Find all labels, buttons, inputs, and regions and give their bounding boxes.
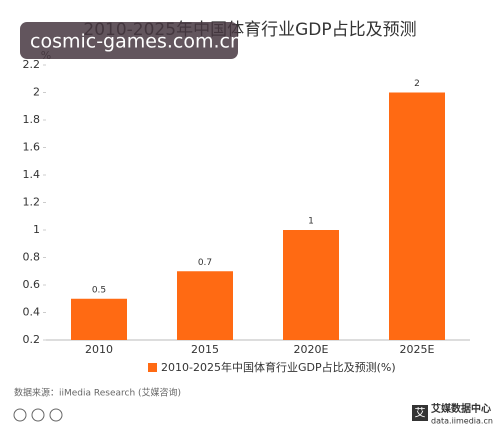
logo-text: 艾媒数据中心 <box>431 402 491 415</box>
watermark: cosmic-games.com.cn <box>30 31 242 53</box>
bar <box>71 298 127 340</box>
x-tick-label: 2010 <box>85 343 113 356</box>
y-tick-label: 2 <box>33 86 40 99</box>
legend-label: 2010-2025年中国体育行业GDP占比及预测(%) <box>161 360 396 374</box>
legend-swatch <box>148 363 157 372</box>
watermark-box <box>20 22 238 59</box>
logo-box <box>412 405 428 421</box>
y-tick-label: 1.8 <box>23 113 41 126</box>
data-label: 0.7 <box>198 258 212 268</box>
x-tick-label: 2020E <box>294 343 329 356</box>
bar <box>283 230 339 340</box>
y-tick-label: 1 <box>33 223 40 236</box>
y-tick-label: 1.2 <box>23 196 41 209</box>
y-tick-label: 0.4 <box>23 306 41 319</box>
bar <box>389 92 445 340</box>
logo-mark: 艾 <box>415 406 426 419</box>
x-tick-label: 2015 <box>191 343 219 356</box>
data-label: 2 <box>414 79 420 89</box>
y-tick-label: 0.6 <box>23 278 41 291</box>
y-tick-label: 2.2 <box>23 58 41 71</box>
data-label: 1 <box>308 217 314 227</box>
source: 数据来源：iiMedia Research (艾媒咨询) <box>14 387 181 399</box>
y-tick-label: 0.2 <box>23 333 41 346</box>
license-icons <box>13 408 63 422</box>
x-tick-label: 2025E <box>400 343 435 356</box>
bar <box>177 271 233 340</box>
data-label: 0.5 <box>92 285 106 295</box>
y-tick-label: 1.6 <box>23 141 41 154</box>
y-tick-label: 0.8 <box>23 251 41 264</box>
y-tick-label: 1.4 <box>23 168 41 181</box>
logo-url: data.iimedia.cn <box>431 417 493 426</box>
